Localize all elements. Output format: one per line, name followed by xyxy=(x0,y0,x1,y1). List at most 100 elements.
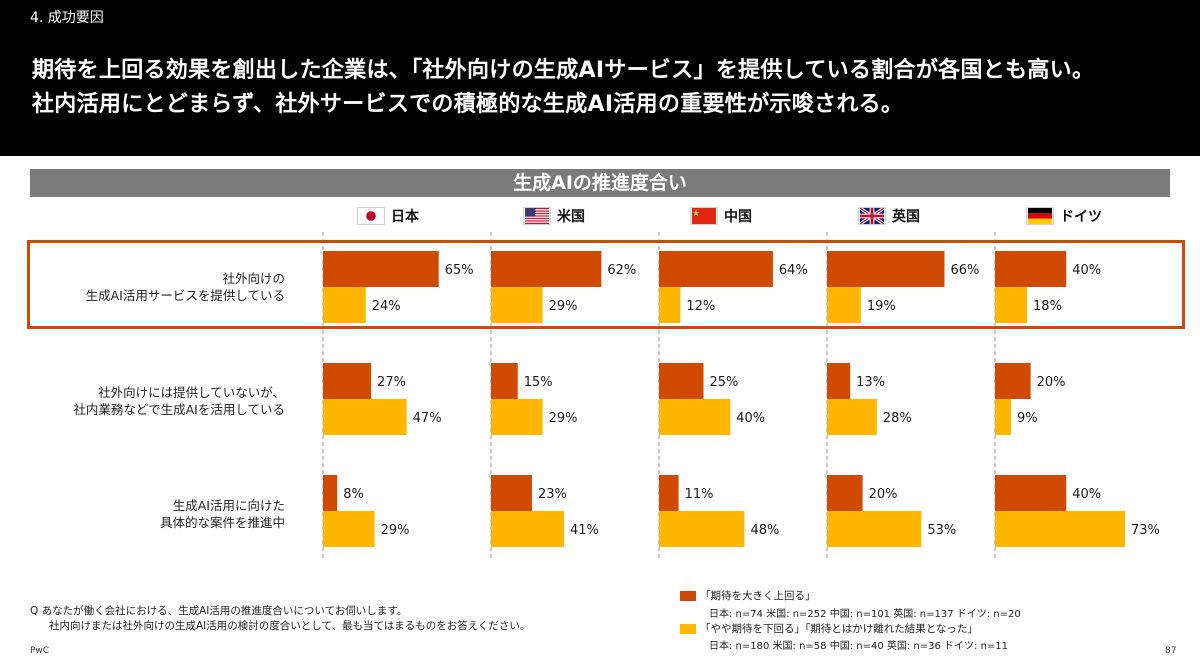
row-label-line: 社外向けの xyxy=(222,271,285,286)
bar-below-row2-2 xyxy=(659,511,745,547)
bar-below-row0-4 xyxy=(995,287,1028,323)
country-header-china: 中国 xyxy=(690,204,752,228)
bar-exceed-row2-4 xyxy=(995,475,1067,511)
bar-exceed-row2-3 xyxy=(827,475,863,511)
us-flag-icon xyxy=(523,207,551,225)
headline-line-1: 期待を上回る効果を創出した企業は、「社外向けの生成AIサービス」を提供している割… xyxy=(32,58,1095,83)
bar-exceed-row2-2 xyxy=(659,475,679,511)
bar-below-row0-0 xyxy=(323,287,366,323)
row-label-line: 生成AI活用サービスを提供している xyxy=(85,288,285,303)
data-label: 25% xyxy=(710,375,739,390)
bar-exceed-row0-0 xyxy=(323,251,439,287)
section-number: 4. 成功要因 xyxy=(30,10,104,26)
bar-exceed-row0-1 xyxy=(491,251,602,287)
data-label: 20% xyxy=(869,487,898,502)
bar-below-row1-2 xyxy=(659,399,731,435)
bar-exceed-row1-1 xyxy=(491,363,518,399)
country-header-germany: ドイツ xyxy=(1026,204,1102,228)
data-label: 20% xyxy=(1037,375,1066,390)
country-header-uk: 英国 xyxy=(858,204,920,228)
bar-below-row0-1 xyxy=(491,287,543,323)
country-label: 英国 xyxy=(892,209,920,225)
bar-exceed-row1-0 xyxy=(323,363,372,399)
data-label: 66% xyxy=(950,263,979,278)
legend-item-exceed: 「期待を大きく上回る」 xyxy=(680,588,816,603)
data-label: 19% xyxy=(867,299,896,314)
row-label-internal-use: 社外向けには提供していないが、 社内業務などで生成AIを活用している xyxy=(15,384,285,418)
country-header-us: 米国 xyxy=(523,204,585,228)
country-header-japan: 日本 xyxy=(357,204,419,228)
brand-logo-text: PwC xyxy=(30,646,50,656)
chart-title-banner: 生成AIの推進度合い xyxy=(30,169,1170,197)
data-label: 27% xyxy=(377,375,406,390)
data-label: 48% xyxy=(750,523,779,538)
data-label: 8% xyxy=(343,487,364,502)
page-number: 87 xyxy=(1165,646,1177,656)
country-label: 日本 xyxy=(391,209,419,225)
bar-below-row2-0 xyxy=(323,511,375,547)
row-label-project-promotion: 生成AI活用に向けた 具体的な案件を推進中 xyxy=(15,497,285,531)
data-label: 53% xyxy=(927,523,956,538)
uk-flag-icon xyxy=(858,207,886,225)
question-line-1: Q あなたが働く会社における、生成AI活用の推進度合いについてお伺いします。 xyxy=(30,605,408,617)
data-label: 73% xyxy=(1131,523,1160,538)
legend-sample-exceed: 日本: n=74 米国: n=252 中国: n=101 英国: n=137 ド… xyxy=(709,609,1021,620)
data-label: 9% xyxy=(1017,411,1038,426)
data-label: 64% xyxy=(779,263,808,278)
legend-swatch-exceed xyxy=(680,590,696,601)
row-label-line: 社内業務などで生成AIを活用している xyxy=(73,402,285,417)
data-label: 24% xyxy=(372,299,401,314)
bar-below-row1-0 xyxy=(323,399,407,435)
bar-exceed-row2-0 xyxy=(323,475,338,511)
data-label: 47% xyxy=(413,411,442,426)
data-label: 13% xyxy=(856,375,885,390)
bar-below-row0-2 xyxy=(659,287,681,323)
legend-item-below: 「やや期待を下回る」「期待とはかけ離れた結果となった」 xyxy=(680,621,978,636)
data-label: 65% xyxy=(445,263,474,278)
legend-sample-below: 日本: n=180 米国: n=58 中国: n=40 英国: n=36 ドイツ… xyxy=(709,641,1009,652)
legend-label: 「やや期待を下回る」「期待とはかけ離れた結果となった」 xyxy=(700,623,978,635)
bar-below-row2-3 xyxy=(827,511,922,547)
bar-below-row1-3 xyxy=(827,399,877,435)
data-label: 29% xyxy=(549,299,578,314)
data-label: 62% xyxy=(607,263,636,278)
row-label-line: 具体的な案件を推進中 xyxy=(159,515,285,530)
data-label: 11% xyxy=(685,487,714,502)
header-bar: 4. 成功要因 期待を上回る効果を創出した企業は、「社外向けの生成AIサービス」… xyxy=(0,0,1200,156)
data-label: 29% xyxy=(549,411,578,426)
row-label-line: 社外向けには提供していないが、 xyxy=(98,385,285,400)
country-label: ドイツ xyxy=(1060,209,1102,225)
data-label: 40% xyxy=(736,411,765,426)
data-label: 40% xyxy=(1072,263,1101,278)
headline-line-2: 社内活用にとどまらず、社外サービスでの積極的な生成AI活用の重要性が示唆される。 xyxy=(32,92,904,117)
bar-exceed-row2-1 xyxy=(491,475,532,511)
legend-swatch-below xyxy=(680,623,696,634)
bar-below-row0-3 xyxy=(827,287,861,323)
bar-exceed-row1-3 xyxy=(827,363,851,399)
bar-exceed-row1-2 xyxy=(659,363,704,399)
data-label: 18% xyxy=(1033,299,1062,314)
data-label: 29% xyxy=(381,523,410,538)
bar-exceed-row1-4 xyxy=(995,363,1031,399)
country-label: 米国 xyxy=(557,209,585,225)
china-flag-icon xyxy=(690,207,718,225)
bar-below-row2-1 xyxy=(491,511,564,547)
data-label: 40% xyxy=(1072,487,1101,502)
highlight-frame xyxy=(27,240,1185,329)
bar-below-row1-1 xyxy=(491,399,543,435)
data-label: 28% xyxy=(883,411,912,426)
data-label: 23% xyxy=(538,487,567,502)
bar-exceed-row0-2 xyxy=(659,251,773,287)
legend-label: 「期待を大きく上回る」 xyxy=(700,590,816,602)
data-label: 41% xyxy=(570,523,599,538)
bar-below-row1-4 xyxy=(995,399,1012,435)
bar-below-row2-4 xyxy=(995,511,1125,547)
data-label: 12% xyxy=(686,299,715,314)
question-line-2: 社内向けまたは社外向けの生成AI活用の検討の度合いとして、最も当てはまるものをお… xyxy=(49,620,531,632)
row-label-external-service: 社外向けの 生成AI活用サービスを提供している xyxy=(15,270,285,304)
data-label: 15% xyxy=(524,375,553,390)
germany-flag-icon xyxy=(1026,207,1054,225)
row-label-line: 生成AI活用に向けた xyxy=(172,498,285,513)
bar-exceed-row0-4 xyxy=(995,251,1067,287)
